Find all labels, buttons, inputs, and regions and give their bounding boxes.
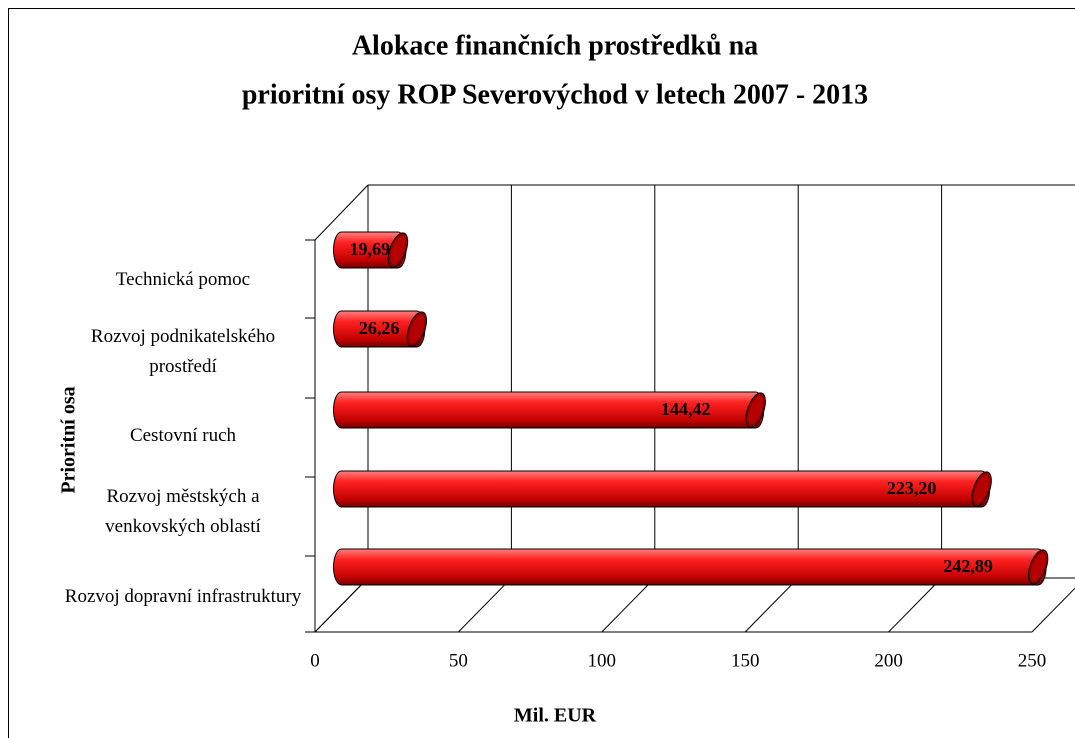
bar [333, 310, 428, 348]
y-tick-label: Technická pomoc [115, 269, 251, 290]
x-tick-label: 150 [731, 650, 760, 671]
grid-line [1031, 587, 1075, 633]
grid-line [458, 577, 512, 633]
y-tick-label: Rozvoj městských a venkovských oblastí [105, 486, 261, 537]
value-label: 242,89 [943, 556, 993, 576]
x-tick-label: 100 [588, 650, 617, 671]
y-tick-label: Rozvoj podnikatelského prostředí [90, 326, 276, 377]
x-tick-label: 250 [1018, 650, 1047, 671]
chart-title: Alokace finančních prostředků na [352, 30, 758, 61]
grid-line [744, 577, 799, 633]
value-label: 19,69 [349, 239, 390, 259]
grid-line [601, 577, 656, 633]
x-axis-title: Mil. EUR [514, 705, 597, 727]
chart-title: prioritní osy ROP Severovýchod v letech … [242, 79, 868, 110]
x-tick-label: 200 [874, 650, 903, 671]
bar [333, 391, 766, 429]
x-tick-label: 50 [449, 650, 468, 671]
value-label: 223,20 [887, 478, 937, 498]
value-label: 26,26 [359, 318, 400, 338]
y-tick-label: Rozvoj dopravní infrastruktury [64, 586, 302, 607]
grid-line [888, 577, 942, 633]
frame [8, 8, 1075, 738]
value-label: 144,42 [661, 399, 711, 419]
grid-line [314, 577, 369, 633]
x-tick-label: 0 [310, 650, 320, 671]
y-tick-label: Cestovní ruch [129, 425, 237, 446]
bar [333, 470, 992, 508]
y-axis-title: Prioritní osa [58, 386, 80, 493]
bar [333, 548, 1049, 586]
bar [333, 231, 409, 269]
